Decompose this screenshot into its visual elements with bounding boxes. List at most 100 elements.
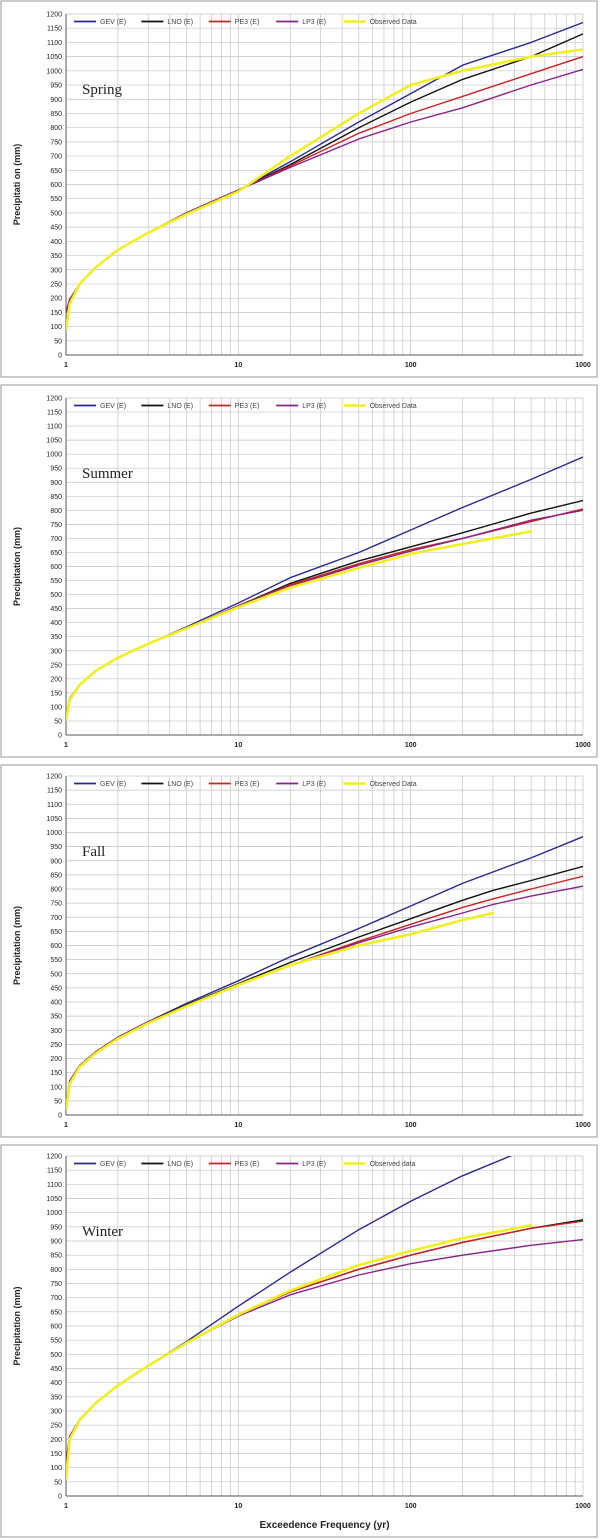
series-line-observed-data bbox=[66, 530, 533, 721]
x-tick-label: 1000 bbox=[575, 362, 591, 369]
y-tick-label: 450 bbox=[50, 606, 62, 613]
y-tick-label: 950 bbox=[50, 83, 62, 90]
y-tick-label: 1000 bbox=[46, 68, 62, 75]
chart-panel-spring: 0 50 100 150 200 250 300 350 400 450 500 550 600 650 7… bbox=[0, 0, 598, 378]
y-tick-label: 1150 bbox=[47, 1168, 62, 1175]
x-tick-label: 1000 bbox=[575, 1503, 591, 1510]
legend-label: Observed Data bbox=[370, 19, 417, 26]
y-tick-label: 700 bbox=[50, 1295, 62, 1302]
y-tick-label: 800 bbox=[50, 508, 62, 515]
legend-label: PE3 (E) bbox=[235, 781, 260, 788]
y-tick-label: 750 bbox=[50, 139, 62, 146]
y-tick-label: 450 bbox=[50, 985, 62, 992]
panel-frame bbox=[0, 764, 598, 1138]
y-tick-label: 950 bbox=[50, 844, 62, 851]
y-tick-label: 150 bbox=[50, 310, 62, 317]
y-tick-label: 850 bbox=[50, 111, 62, 118]
y-tick-label: 550 bbox=[50, 1338, 62, 1345]
y-tick-label: 0 bbox=[58, 1494, 62, 1501]
y-tick-label: 300 bbox=[50, 267, 62, 274]
legend-item: LP3 (E) bbox=[276, 781, 326, 788]
legend-item: Observed Data bbox=[343, 781, 417, 788]
y-tick-label: 400 bbox=[50, 620, 62, 627]
x-tick-label: 1000 bbox=[575, 742, 591, 749]
season-label: Winter bbox=[82, 1224, 123, 1240]
y-tick-label: 1150 bbox=[47, 410, 62, 417]
x-tick-label: 100 bbox=[405, 1122, 417, 1129]
legend-label: PE3 (E) bbox=[235, 19, 260, 26]
y-tick-label: 100 bbox=[50, 1465, 62, 1472]
y-tick-label: 500 bbox=[50, 971, 62, 978]
legend-label: GEV (E) bbox=[100, 1161, 126, 1168]
chart-panel-winter: 0 50 100 150 200 250 300 350 400 450 500 550 600 650 7… bbox=[0, 1144, 598, 1538]
y-tick-label: 850 bbox=[50, 1253, 62, 1260]
y-tick-label: 900 bbox=[50, 480, 62, 487]
series-group bbox=[66, 836, 583, 1111]
y-tick-label: 500 bbox=[50, 592, 62, 599]
legend-item: PE3 (E) bbox=[208, 781, 260, 788]
y-tick-label: 950 bbox=[50, 466, 62, 473]
legend-item: LNO (E) bbox=[141, 781, 193, 788]
chart-panel-fall: 0 50 100 150 200 250 300 350 400 450 500 550 600 650 7… bbox=[0, 764, 598, 1138]
x-tick-label: 100 bbox=[405, 1503, 417, 1510]
y-tick-label: 50 bbox=[54, 1479, 62, 1486]
y-axis-label: Precipitation (mm) bbox=[12, 906, 22, 985]
y-tick-label: 750 bbox=[50, 901, 62, 908]
legend-item: LNO (E) bbox=[141, 1161, 193, 1168]
y-tick-label: 1200 bbox=[46, 1154, 62, 1161]
series-group bbox=[66, 1156, 583, 1481]
legend-label: LNO (E) bbox=[167, 1161, 193, 1168]
series-group bbox=[66, 456, 583, 721]
y-tick-label: 50 bbox=[54, 718, 62, 725]
y-tick-label: 700 bbox=[50, 536, 62, 543]
y-tick-label: 1100 bbox=[47, 1182, 62, 1189]
panel-frame bbox=[0, 384, 598, 758]
y-tick-label: 500 bbox=[50, 1352, 62, 1359]
y-tick-label: 250 bbox=[50, 1423, 62, 1430]
y-tick-label: 0 bbox=[58, 353, 62, 360]
y-tick-label: 700 bbox=[50, 915, 62, 922]
y-tick-label: 1050 bbox=[46, 816, 62, 823]
legend-item: PE3 (E) bbox=[208, 19, 260, 26]
y-tick-label: 650 bbox=[50, 1309, 62, 1316]
legend-item: LNO (E) bbox=[141, 19, 193, 26]
legend-label: GEV (E) bbox=[100, 403, 126, 410]
y-tick-label: 250 bbox=[50, 662, 62, 669]
y-tick-label: 350 bbox=[50, 1394, 62, 1401]
y-tick-label: 250 bbox=[50, 281, 62, 288]
season-label: Fall bbox=[82, 844, 105, 860]
y-tick-label: 450 bbox=[50, 225, 62, 232]
x-tick-label: 100 bbox=[405, 362, 417, 369]
y-tick-label: 1000 bbox=[46, 1210, 62, 1217]
x-tick-label: 1 bbox=[64, 1122, 68, 1129]
y-tick-label: 850 bbox=[50, 494, 62, 501]
y-axis-label: Precipitati on (mm) bbox=[12, 144, 22, 226]
y-tick-label: 300 bbox=[50, 1028, 62, 1035]
y-tick-label: 750 bbox=[50, 1281, 62, 1288]
y-tick-label: 350 bbox=[50, 253, 62, 260]
y-tick-label: 1100 bbox=[47, 424, 62, 431]
y-tick-label: 150 bbox=[50, 1070, 62, 1077]
y-tick-label: 600 bbox=[50, 943, 62, 950]
x-tick-label: 1 bbox=[64, 1503, 68, 1510]
y-tick-label: 200 bbox=[50, 296, 62, 303]
season-label: Spring bbox=[82, 82, 123, 98]
legend-item: GEV (E) bbox=[74, 1161, 126, 1168]
y-tick-label: 150 bbox=[50, 690, 62, 697]
series-line-observed-data bbox=[66, 911, 495, 1111]
y-tick-label: 1200 bbox=[46, 12, 62, 19]
y-tick-label: 950 bbox=[50, 1224, 62, 1231]
y-tick-label: 1000 bbox=[46, 452, 62, 459]
x-tick-label: 10 bbox=[234, 1122, 242, 1129]
y-tick-label: 900 bbox=[50, 1239, 62, 1246]
y-tick-label: 800 bbox=[50, 125, 62, 132]
y-tick-label: 1200 bbox=[46, 774, 62, 781]
chart-panel-summer: 0 50 100 150 200 250 300 350 400 450 500 550 600 650 7… bbox=[0, 384, 598, 758]
legend-label: LP3 (E) bbox=[302, 403, 326, 410]
y-tick-label: 150 bbox=[50, 1451, 62, 1458]
y-tick-label: 750 bbox=[50, 522, 62, 529]
x-tick-label: 1 bbox=[64, 362, 68, 369]
y-tick-label: 550 bbox=[50, 578, 62, 585]
y-tick-label: 800 bbox=[50, 887, 62, 894]
